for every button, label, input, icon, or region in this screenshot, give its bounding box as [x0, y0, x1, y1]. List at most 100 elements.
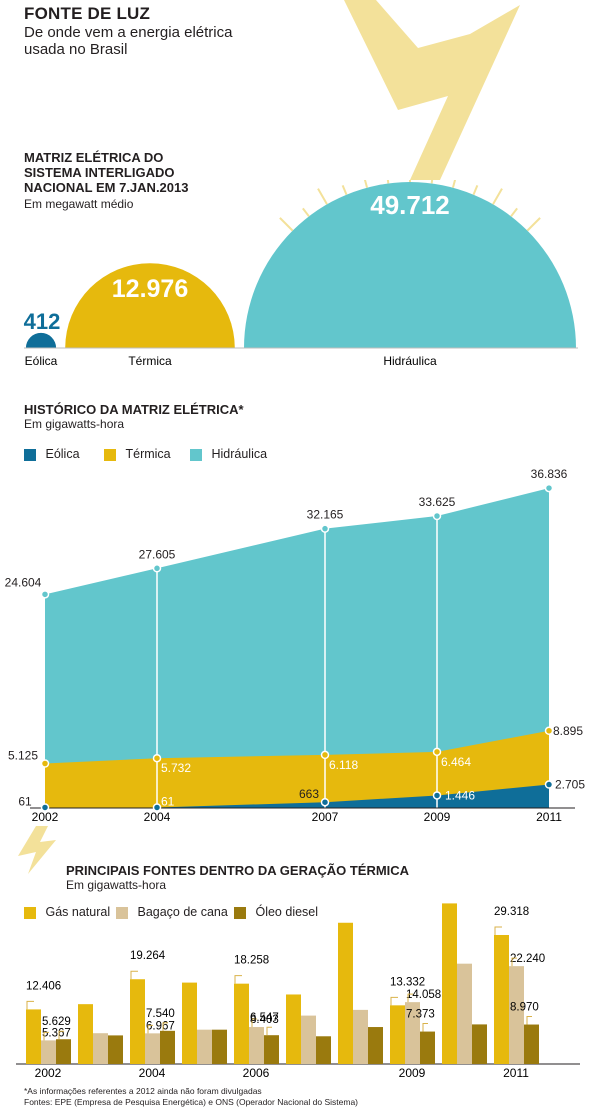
data-label: 5.125 — [8, 748, 38, 762]
label-leader — [234, 975, 242, 984]
label-leader — [251, 1018, 257, 1028]
historico-unit: Em gigawatts-hora — [24, 417, 125, 431]
hidraulica-value: 49.712 — [370, 190, 450, 220]
bar — [316, 1036, 331, 1064]
hidraulica-area — [45, 488, 549, 808]
legend-gas: Gás natural — [24, 905, 110, 919]
data-point — [152, 564, 162, 573]
bar — [145, 1033, 160, 1064]
bar — [509, 966, 524, 1064]
eolica-label: Eólica — [25, 354, 58, 368]
bar — [420, 1031, 435, 1064]
bar-value-label: 8.970 — [510, 1002, 539, 1014]
bar — [472, 1024, 487, 1064]
sun-ray — [341, 185, 348, 196]
bar — [442, 903, 457, 1064]
bar — [286, 994, 301, 1064]
bar-value-label: 5.367 — [42, 1027, 71, 1039]
eolica-value: 412 — [24, 309, 61, 334]
footnote: *As informações referentes a 2012 ainda … — [24, 1086, 262, 1096]
bar-value-label: 12.406 — [26, 980, 61, 992]
x-tick-label: 2004 — [144, 810, 171, 824]
sources: Fontes: EPE (Empresa de Pesquisa Energét… — [24, 1097, 359, 1107]
sun-ray — [510, 207, 518, 217]
small-lightning-bolt-icon — [18, 826, 56, 874]
legend-swatch — [24, 448, 36, 461]
sun-ray — [472, 185, 479, 196]
data-point — [432, 791, 442, 800]
data-label: 5.732 — [161, 761, 191, 775]
bar — [78, 1004, 93, 1064]
data-label: 6.118 — [329, 758, 358, 772]
bar — [249, 1027, 264, 1064]
bar — [212, 1029, 227, 1064]
label-leader — [494, 926, 502, 936]
data-point — [432, 511, 442, 521]
x-tick-label: 2004 — [139, 1066, 166, 1080]
sun-ray — [526, 217, 541, 232]
data-label: 61 — [18, 794, 32, 808]
bar — [338, 922, 353, 1064]
data-label: 27.605 — [139, 547, 176, 561]
bar — [182, 982, 197, 1064]
bar — [368, 1027, 383, 1064]
x-tick-label: 2002 — [32, 810, 59, 824]
matriz-title: MATRIZ ELÉTRICA DO SISTEMA INTERLIGADO N… — [24, 150, 189, 195]
bar-value-label: 18.258 — [234, 955, 269, 967]
big-bolt-shape — [344, 0, 520, 180]
data-label: 2.705 — [555, 778, 585, 792]
sun-ray — [451, 180, 457, 188]
sun-ray — [492, 188, 503, 205]
data-point — [152, 753, 162, 763]
bar-value-label: 7.540 — [146, 1008, 175, 1020]
data-label: 61 — [161, 794, 175, 808]
data-point — [432, 747, 442, 757]
bar-value-label: 7.373 — [406, 1009, 435, 1021]
lightning-bolt-icon — [344, 0, 520, 180]
data-point — [320, 750, 330, 760]
bar — [264, 1035, 279, 1064]
termica-value: 12.976 — [112, 275, 188, 303]
termica-area — [45, 730, 549, 808]
bar-value-label: 6.547 — [250, 1012, 279, 1024]
historico-title: HISTÓRICO DA MATRIZ ELÉTRICA* — [24, 402, 244, 417]
data-label: 6.464 — [441, 755, 471, 769]
data-label: 36.836 — [531, 467, 568, 481]
hidraulica-label: Hidráulica — [383, 354, 437, 368]
sun-ray — [302, 207, 310, 217]
label-leader — [266, 1026, 272, 1036]
label-leader — [422, 1023, 428, 1032]
label-leader — [511, 957, 517, 967]
data-label: 24.604 — [5, 575, 42, 589]
x-tick-label: 2011 — [503, 1066, 529, 1080]
bar — [524, 1024, 539, 1064]
legend-bagaco: Bagaço de cana — [116, 905, 228, 919]
bar — [353, 1009, 368, 1064]
bar — [56, 1039, 71, 1064]
bar-value-label: 6.967 — [146, 1020, 175, 1032]
label-leader — [58, 1030, 64, 1040]
sun-ray — [430, 180, 434, 184]
legend-termica: Térmica — [104, 447, 171, 461]
hidraulica-semicircle — [244, 182, 576, 348]
x-tick-label: 2009 — [424, 810, 451, 824]
data-point — [40, 590, 50, 599]
data-point — [320, 524, 330, 533]
page-subtitle: De onde vem a energia elétrica usada no … — [24, 24, 233, 58]
label-leader — [526, 1016, 532, 1025]
label-leader — [162, 1022, 168, 1031]
bar-value-label: 8.403 — [250, 1014, 279, 1026]
data-label: 8.895 — [553, 724, 583, 738]
termica-unit: Em gigawatts-hora — [66, 878, 167, 892]
legend-diesel: Óleo diesel — [234, 905, 318, 919]
data-point — [152, 803, 162, 812]
matriz-unit: Em megawatt médio — [24, 197, 134, 211]
termica-label: Térmica — [128, 354, 172, 368]
x-tick-label: 2007 — [312, 810, 339, 824]
legend-swatch — [104, 448, 116, 461]
legend-swatch — [116, 906, 128, 919]
bar — [390, 1005, 405, 1064]
legend-hidraulica: Hidráulica — [190, 447, 267, 461]
page-title: FONTE DE LUZ — [24, 4, 151, 23]
bar — [494, 935, 509, 1064]
